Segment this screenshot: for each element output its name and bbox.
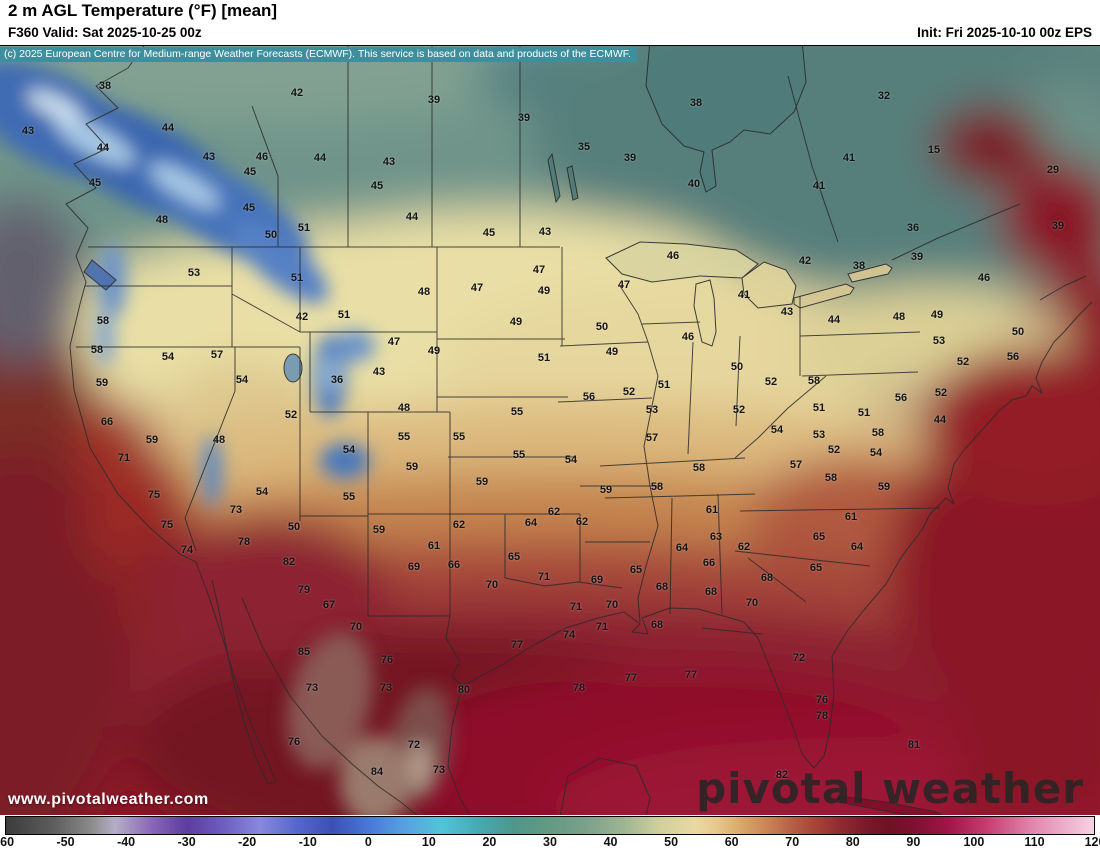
colorbar-tick-label: 50	[664, 835, 679, 849]
colorbar-tick-label: -10	[298, 835, 317, 849]
st-lawrence	[891, 203, 1021, 261]
colorbar-tick-label: 120	[1084, 835, 1100, 849]
temperature-map: (c) 2025 European Centre for Medium-rang…	[0, 45, 1100, 816]
colorbar: -60 -50 -40 -30 -20 -10 0 10 20 30 40 50 60 70 80 90 100…	[0, 815, 1100, 850]
map-title: 2 m AGL Temperature (°F) [mean]	[8, 1, 278, 20]
pacific-coastline	[65, 46, 197, 563]
colorbar-tick-label: -40	[117, 835, 136, 849]
colorbar-tick-label: 110	[1024, 835, 1045, 849]
lake-ontario	[847, 263, 893, 283]
colorbar-tick-label: 70	[785, 835, 800, 849]
colorbar-tick-label: -20	[238, 835, 257, 849]
colorbar-tick-label: -30	[177, 835, 196, 849]
watermark-url: www.pivotalweather.com	[8, 791, 209, 808]
colorbar-gradient	[5, 816, 1095, 835]
colorbar-tick-label: -60	[0, 835, 15, 849]
cuba	[837, 795, 946, 816]
colorbar-tick-label: -50	[56, 835, 75, 849]
colorbar-tick-label: 100	[963, 835, 985, 849]
colorbar-tick-label: 90	[906, 835, 921, 849]
colorbar-tick-label: 80	[845, 835, 860, 849]
lake-huron	[741, 261, 797, 309]
colorbar-tick-label: 60	[724, 835, 739, 849]
lake-erie	[793, 283, 855, 309]
hudson-bay	[645, 46, 807, 193]
copyright-bar: (c) 2025 European Centre for Medium-rang…	[0, 47, 637, 62]
province-borders	[251, 46, 839, 247]
colorbar-tick-label: 10	[421, 835, 436, 849]
mexico-west-coast	[241, 597, 419, 816]
colorbar-ticks: -60 -50 -40 -30 -20 -10 0 10 20 30 40 50 60 70 80 90 100…	[0, 835, 1100, 850]
vancouver-island	[83, 259, 117, 291]
colorbar-tick-label: 20	[482, 835, 497, 849]
init-time-label: Init: Fri 2025-10-10 00z EPS	[917, 25, 1092, 40]
colorbar-tick-label: 40	[603, 835, 618, 849]
great-salt-lake	[283, 353, 303, 383]
gulf-atlantic-coastline	[461, 301, 1093, 769]
colorbar-tick-label: 0	[364, 835, 372, 849]
lake-superior	[605, 241, 759, 283]
header: 2 m AGL Temperature (°F) [mean] F360 Val…	[0, 0, 1100, 45]
baja-peninsula	[195, 561, 277, 785]
colorbar-tick-label: 30	[543, 835, 557, 849]
pivotal-weather-logo: pivotal weather	[696, 764, 1084, 813]
state-borders	[76, 247, 941, 687]
yucatan	[559, 757, 651, 816]
lake-michigan	[693, 279, 717, 347]
temperature-field-svg	[0, 46, 1100, 816]
mexico-gulf-coast	[447, 685, 471, 816]
valid-time-label: F360 Valid: Sat 2025-10-25 00z	[8, 25, 202, 40]
lake-winnipeg	[547, 152, 561, 204]
